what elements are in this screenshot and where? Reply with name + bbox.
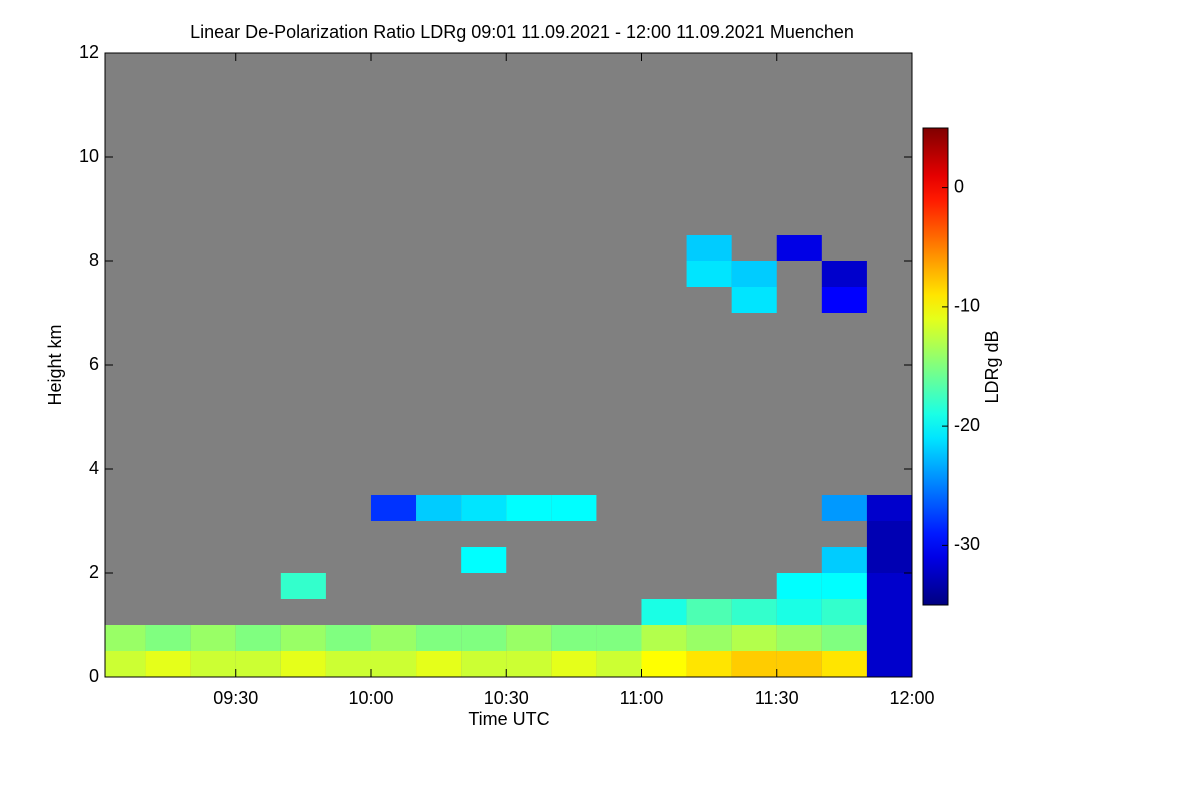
heatmap-cell	[731, 651, 777, 677]
colorbar-tick-label: -20	[954, 415, 980, 435]
colorbar-tick-label: 0	[954, 176, 964, 196]
heatmap-cell	[776, 235, 822, 261]
y-tick-label: 10	[79, 146, 99, 166]
heatmap-cell	[821, 599, 867, 625]
heatmap-cell	[821, 287, 867, 313]
chart-title: Linear De-Polarization Ratio LDRg 09:01 …	[190, 22, 854, 42]
heatmap-cell	[821, 547, 867, 573]
heatmap-cell	[686, 651, 732, 677]
heatmap-cell	[105, 625, 146, 651]
heatmap-cell	[641, 651, 687, 677]
heatmap-cell	[325, 625, 372, 651]
heatmap-cell	[416, 495, 462, 521]
heatmap-cell	[145, 625, 191, 651]
heatmap-cell	[370, 625, 417, 651]
x-tick-label: 11:30	[755, 688, 799, 708]
y-tick-label: 8	[89, 250, 99, 270]
heatmap-cell	[776, 625, 822, 651]
heatmap-cell	[866, 573, 912, 599]
heatmap-cell	[461, 625, 507, 651]
heatmap-cell	[551, 651, 597, 677]
heatmap-cell	[866, 651, 912, 677]
heatmap-cell	[145, 651, 191, 677]
y-tick-label: 12	[79, 42, 99, 62]
heatmap-cell	[190, 625, 236, 651]
x-tick-label: 09:30	[213, 688, 258, 708]
heatmap-cell	[866, 495, 912, 521]
heatmap-cell	[731, 287, 777, 313]
colorbar-tick-label: -30	[954, 534, 980, 554]
x-tick-label: 11:00	[620, 688, 664, 708]
heatmap-cell	[506, 495, 552, 521]
y-tick-label: 2	[89, 562, 99, 582]
x-tick-label: 12:00	[889, 688, 934, 708]
heatmap-cell	[866, 521, 912, 547]
heatmap-cell	[776, 599, 822, 625]
heatmap-cell	[641, 599, 687, 625]
heatmap-cell	[461, 495, 507, 521]
heatmap-cell	[686, 261, 732, 287]
heatmap-cell	[641, 625, 687, 651]
x-tick-label: 10:30	[484, 688, 529, 708]
axes: 0 2 4 6 8 10 12 09:30 10:00 10:30 11:00 11:30 12:00 0…	[79, 42, 980, 708]
heatmap-cell	[821, 573, 867, 599]
heatmap-cell	[821, 625, 867, 651]
x-tick-label: 10:00	[348, 688, 393, 708]
heatmap-cell	[821, 651, 867, 677]
heatmap-cell	[821, 495, 867, 521]
heatmap-cell	[370, 651, 417, 677]
heatmap-cell	[821, 261, 867, 287]
heatmap-cell	[370, 495, 417, 521]
plot-area	[105, 53, 912, 677]
heatmap-cell	[596, 625, 642, 651]
heatmap-cell	[731, 599, 777, 625]
y-axis-label: Height km	[45, 324, 65, 405]
colorbar-tick-label: -10	[954, 296, 980, 316]
heatmap-cell	[866, 599, 912, 625]
heatmap-cell	[325, 651, 372, 677]
heatmap-cell	[235, 625, 281, 651]
heatmap-cell	[461, 547, 507, 573]
heatmap-cell	[280, 625, 326, 651]
heatmap-cell	[280, 573, 326, 599]
colorbar-label: LDRg dB	[982, 330, 1002, 403]
heatmap-cell	[866, 625, 912, 651]
heatmap-cell	[235, 651, 281, 677]
heatmap-cell	[776, 573, 822, 599]
heatmap-cell	[506, 651, 552, 677]
heatmap-cell	[551, 625, 597, 651]
colorbar	[922, 127, 949, 606]
heatmap-cell	[686, 625, 732, 651]
heatmap-cell	[551, 495, 597, 521]
y-tick-label: 4	[89, 458, 99, 478]
heatmap-cell	[731, 261, 777, 287]
heatmap-cell	[190, 651, 236, 677]
x-axis-label: Time UTC	[468, 709, 549, 729]
heatmap-cell	[686, 235, 732, 261]
y-tick-label: 6	[89, 354, 99, 374]
heatmap-cell	[416, 625, 462, 651]
heatmap-cell	[866, 547, 912, 573]
heatmap-cell	[105, 651, 146, 677]
heatmap-cell	[596, 651, 642, 677]
heatmap-cell	[280, 651, 326, 677]
heatmap-cell	[686, 599, 732, 625]
heatmap-cell	[776, 651, 822, 677]
y-tick-label: 0	[89, 666, 99, 686]
heatmap-cell	[731, 625, 777, 651]
heatmap-cell	[506, 625, 552, 651]
heatmap-cell	[416, 651, 462, 677]
heatmap-cell	[461, 651, 507, 677]
